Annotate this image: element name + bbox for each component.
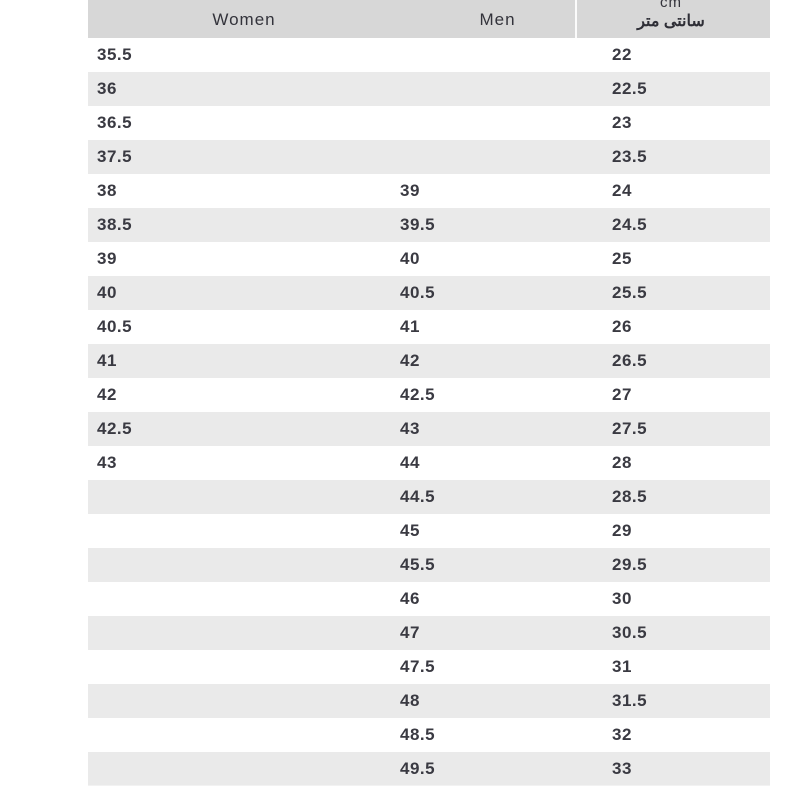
table-header-row: Women Men cm سانتی متر — [88, 0, 770, 38]
table-row: 37.5 23.5 — [88, 140, 770, 174]
cell-cm: 27.5 — [612, 419, 648, 438]
cell-men: 47.5 — [400, 657, 436, 676]
cell-men: 43 — [400, 419, 420, 438]
cell-men: 44.5 — [400, 487, 436, 506]
cell-cm: 33 — [612, 759, 632, 778]
cell-men: 41 — [400, 317, 420, 336]
cell-men: 44 — [400, 453, 420, 472]
cell-cm: 30.5 — [612, 623, 648, 642]
header-column-divider — [575, 0, 577, 38]
cm-header-latin: cm — [660, 0, 682, 11]
cell-men: 45.5 — [400, 555, 436, 574]
cell-cm: 26 — [612, 317, 632, 336]
cell-men: 42 — [400, 351, 420, 370]
table-row: 48.5 32 — [88, 718, 770, 752]
table-row: 40 40.5 25.5 — [88, 276, 770, 310]
table-bottom-edge — [88, 785, 770, 786]
cell-cm: 22 — [612, 45, 632, 64]
table-row: 46 30 — [88, 582, 770, 616]
cell-women: 41 — [97, 351, 117, 370]
cell-men: 47 — [400, 623, 420, 642]
table-row: 38 39 24 — [88, 174, 770, 208]
table-row: 48 31.5 — [88, 684, 770, 718]
cell-men: 42.5 — [400, 385, 436, 404]
cell-cm: 31 — [612, 657, 632, 676]
cm-header-stack: cm سانتی متر — [612, 0, 730, 30]
cell-cm: 23 — [612, 113, 632, 132]
cell-cm: 26.5 — [612, 351, 648, 370]
cm-header-persian: سانتی متر — [637, 13, 705, 30]
table-row: 42 42.5 27 — [88, 378, 770, 412]
table-row: 47 30.5 — [88, 616, 770, 650]
column-header-cm: cm سانتی متر — [595, 0, 770, 38]
cell-cm: 22.5 — [612, 79, 648, 98]
table-row: 36.5 23 — [88, 106, 770, 140]
cell-cm: 25.5 — [612, 283, 648, 302]
cell-men: 49.5 — [400, 759, 436, 778]
table-row: 45 29 — [88, 514, 770, 548]
cell-men: 46 — [400, 589, 420, 608]
cell-cm: 28.5 — [612, 487, 648, 506]
table-row: 41 42 26.5 — [88, 344, 770, 378]
table-row: 44.5 28.5 — [88, 480, 770, 514]
table-row: 40.5 41 26 — [88, 310, 770, 344]
cell-cm: 30 — [612, 589, 632, 608]
cell-cm: 32 — [612, 725, 632, 744]
table-row: 49.5 33 — [88, 752, 770, 786]
table-row: 38.5 39.5 24.5 — [88, 208, 770, 242]
cell-women: 43 — [97, 453, 117, 472]
cell-cm: 29.5 — [612, 555, 648, 574]
cell-cm: 31.5 — [612, 691, 648, 710]
cell-women: 42.5 — [97, 419, 133, 438]
cell-men: 39.5 — [400, 215, 436, 234]
cell-cm: 27 — [612, 385, 632, 404]
cell-cm: 28 — [612, 453, 632, 472]
cell-women: 38.5 — [97, 215, 133, 234]
cell-women: 39 — [97, 249, 117, 268]
cell-women: 38 — [97, 181, 117, 200]
column-header-men: Men — [479, 10, 516, 29]
cell-cm: 23.5 — [612, 147, 648, 166]
cell-cm: 29 — [612, 521, 632, 540]
cell-women: 42 — [97, 385, 117, 404]
table-row: 35.5 22 — [88, 38, 770, 72]
cell-men: 48.5 — [400, 725, 436, 744]
cell-women: 40 — [97, 283, 117, 302]
table-row: 42.5 43 27.5 — [88, 412, 770, 446]
table-row: 45.5 29.5 — [88, 548, 770, 582]
cell-men: 48 — [400, 691, 420, 710]
cell-men: 45 — [400, 521, 420, 540]
cell-women: 36 — [97, 79, 117, 98]
cell-women: 37.5 — [97, 147, 133, 166]
table-row: 43 44 28 — [88, 446, 770, 480]
cell-women: 35.5 — [97, 45, 133, 64]
table-row: 39 40 25 — [88, 242, 770, 276]
cell-men: 40 — [400, 249, 420, 268]
table-row: 36 22.5 — [88, 72, 770, 106]
cell-women: 36.5 — [97, 113, 133, 132]
cell-cm: 24 — [612, 181, 632, 200]
shoe-size-chart-table: Women Men cm سانتی متر 35.5 22 36 22.5 36.5 2… — [88, 0, 770, 786]
cell-men: 40.5 — [400, 283, 436, 302]
table-row: 47.5 31 — [88, 650, 770, 684]
cell-cm: 25 — [612, 249, 632, 268]
cell-women: 40.5 — [97, 317, 133, 336]
table-body: 35.5 22 36 22.5 36.5 23 37.5 23.5 38 39 24 38.5 39.5… — [88, 38, 770, 786]
cell-men: 39 — [400, 181, 420, 200]
column-header-women: Women — [212, 10, 276, 29]
cell-cm: 24.5 — [612, 215, 648, 234]
